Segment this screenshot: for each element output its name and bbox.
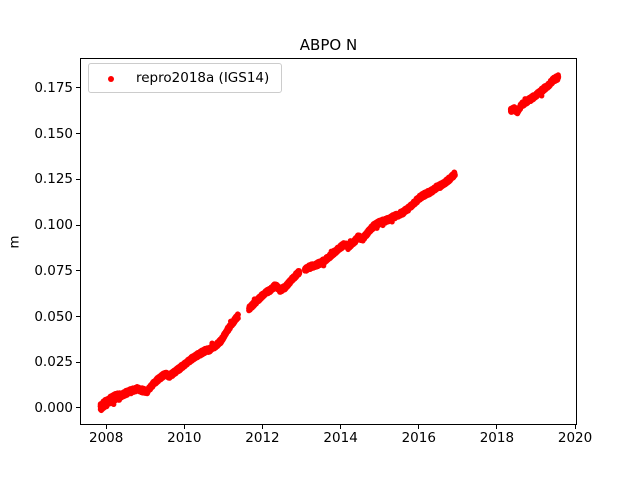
x-tick-label: 2018 bbox=[479, 430, 515, 446]
y-tick-label: 0.000 bbox=[34, 399, 73, 416]
plot-area bbox=[80, 58, 577, 425]
x-tick-label: 2012 bbox=[245, 430, 280, 446]
x-tick-label: 2010 bbox=[167, 430, 202, 446]
x-tick-mark bbox=[418, 425, 420, 429]
y-tick-mark bbox=[76, 133, 80, 135]
y-tick-label: 0.025 bbox=[34, 354, 73, 371]
y-tick-label: 0.100 bbox=[34, 217, 73, 234]
y-tick-label: 0.150 bbox=[34, 125, 73, 142]
y-tick-mark bbox=[76, 361, 80, 363]
x-tick-mark bbox=[105, 425, 107, 429]
y-tick-mark bbox=[76, 407, 80, 409]
y-tick-label: 0.175 bbox=[34, 79, 73, 96]
y-tick-mark bbox=[76, 224, 80, 226]
y-tick-mark bbox=[76, 178, 80, 180]
y-tick-mark bbox=[76, 316, 80, 318]
y-tick-label: 0.050 bbox=[34, 308, 73, 325]
x-tick-mark bbox=[261, 425, 263, 429]
x-tick-mark bbox=[574, 425, 576, 429]
chart-title: ABPO N bbox=[299, 36, 358, 54]
y-tick-mark bbox=[76, 87, 80, 89]
legend-series-label: repro2018a (IGS14) bbox=[136, 70, 270, 86]
x-tick-mark bbox=[340, 425, 342, 429]
x-tick-mark bbox=[183, 425, 185, 429]
x-tick-label: 2008 bbox=[88, 430, 124, 446]
x-tick-label: 2014 bbox=[323, 430, 358, 446]
x-tick-mark bbox=[496, 425, 498, 429]
y-tick-label: 0.075 bbox=[34, 262, 73, 279]
legend: repro2018a (IGS14) bbox=[88, 63, 282, 93]
x-tick-label: 2020 bbox=[557, 430, 593, 446]
x-tick-label: 2016 bbox=[401, 430, 436, 446]
legend-marker-dot-icon bbox=[108, 76, 114, 82]
y-tick-mark bbox=[76, 270, 80, 272]
y-tick-label: 0.125 bbox=[34, 171, 73, 188]
